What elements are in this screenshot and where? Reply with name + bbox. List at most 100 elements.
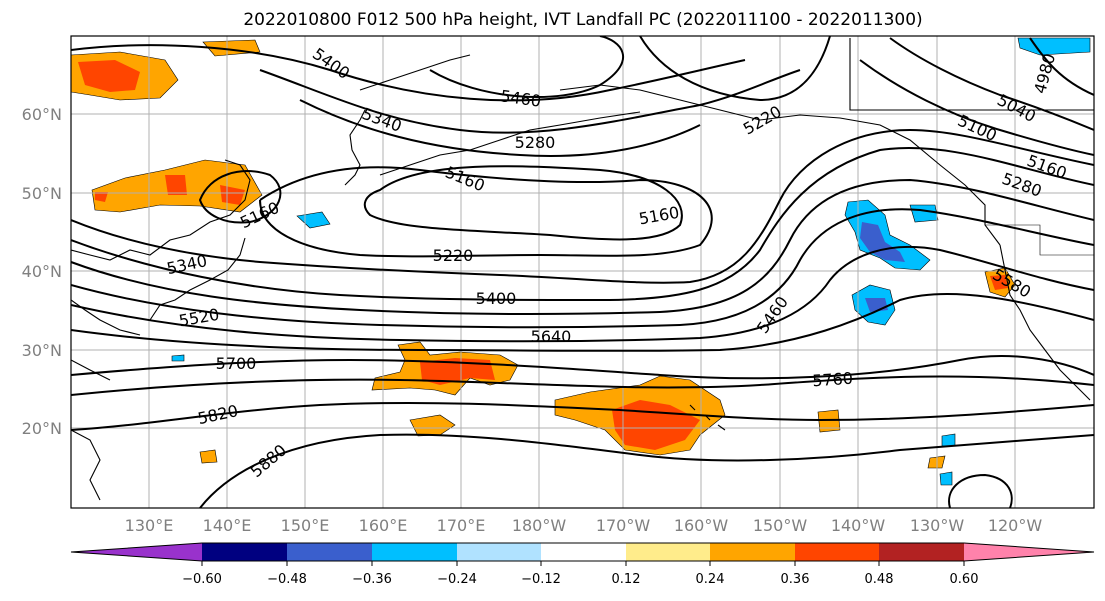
colorbar-tick-labels: −0.60 −0.48 −0.36 −0.24 −0.12 0.12 0.24 … [182, 572, 978, 587]
contour-5760 [71, 375, 1094, 396]
lon-label-140e: 140°E [203, 516, 252, 535]
contour-5280 [299, 99, 701, 157]
coast-namerica [849, 38, 1094, 401]
shade-small-orange-a [409, 414, 456, 437]
lon-label-130e: 130°E [125, 516, 174, 535]
lat-label-20: 20°N [22, 419, 62, 438]
coast-japan [149, 237, 246, 321]
map-frame [70, 35, 1095, 509]
coastlines [71, 38, 1094, 501]
contour-ridge-top [639, 36, 831, 102]
contour-5460-top [429, 36, 625, 98]
shade-small-orange-c [199, 449, 218, 464]
coast-asia [71, 159, 251, 501]
shade-epac-blue [844, 199, 931, 271]
colorbar-seg-4 [457, 543, 541, 561]
border-canada [985, 224, 1094, 256]
lon-labels: 130°E 140°E 150°E 160°E 170°E 180°W 170°… [125, 516, 1043, 535]
contour-5640 [71, 292, 1094, 352]
colorbar-seg-9 [879, 543, 964, 561]
cb-label-3: −0.24 [437, 572, 477, 587]
contour-5880 [199, 433, 1094, 508]
colorbar-extend-low [71, 543, 202, 561]
colorbar: −0.60 −0.48 −0.36 −0.24 −0.12 0.12 0.24 … [70, 542, 1095, 587]
contour-5520 [71, 208, 1094, 329]
shade-hawaii-east-red [612, 400, 700, 450]
lon-label-150w: 150°W [753, 516, 808, 535]
shade-hawaii-west-red [420, 358, 495, 385]
cb-label-2: −0.36 [352, 572, 392, 587]
label-5280-a: 5280 [515, 133, 556, 152]
lon-label-160e: 160°E [359, 516, 408, 535]
colorbar-seg-5 [541, 543, 626, 561]
shade-small-orange-b [817, 409, 841, 433]
coast-aleutians [379, 111, 641, 176]
lon-label-150e: 150°E [281, 516, 330, 535]
contour-5340-mid [71, 128, 1094, 284]
lat-label-60: 60°N [22, 105, 62, 124]
contour-5460 [71, 178, 1094, 316]
contour-5160-closed [363, 165, 683, 241]
lon-label-170w: 170°W [596, 516, 651, 535]
contour-5100 [859, 59, 1094, 156]
shade-small-blue-f [171, 354, 185, 362]
cb-label-5: 0.12 [612, 572, 641, 587]
shade-ne-blue [1017, 37, 1091, 56]
shade-epac-blue-c [909, 204, 939, 223]
contour-5820 [71, 401, 1094, 431]
lon-label-120w: 120°W [988, 516, 1043, 535]
label-5400-b: 5400 [476, 289, 517, 308]
shade-ca-red [990, 275, 1008, 290]
cb-label-8: 0.48 [865, 572, 894, 587]
height-contours [71, 36, 1094, 508]
lat-label-30: 30°N [22, 341, 62, 360]
map-background [71, 36, 1094, 508]
colorbar-segments [71, 543, 1094, 561]
colorbar-seg-2 [287, 543, 372, 561]
label-5220-a: 5220 [433, 246, 474, 265]
lat-labels: 20°N 30°N 40°N 50°N 60°N [22, 105, 62, 438]
contour-5400-mid [71, 147, 1094, 302]
colorbar-extend-high [964, 543, 1094, 561]
cb-label-4: −0.12 [521, 572, 561, 587]
map-title: 2022010800 F012 500 hPa height, IVT Land… [243, 10, 922, 30]
colorbar-seg-1 [202, 543, 287, 561]
shade-siberia-red [78, 60, 140, 92]
lon-label-170e: 170°E [437, 516, 486, 535]
contour-4980 [1029, 37, 1094, 96]
contour-5400-north [71, 44, 746, 102]
lat-label-50: 50°N [22, 184, 62, 203]
cb-label-7: 0.36 [781, 572, 810, 587]
label-5760-a: 5760 [812, 369, 854, 391]
lon-label-140w: 140°W [831, 516, 886, 535]
contour-5040 [889, 37, 1094, 131]
lon-label-160w: 160°W [674, 516, 729, 535]
contour-low-bottom [948, 473, 1013, 508]
colorbar-seg-8 [795, 543, 879, 561]
contour-5220 [259, 166, 713, 258]
contour-5160-kuril [198, 170, 282, 224]
lat-label-40: 40°N [22, 262, 62, 281]
contour-5700 [71, 355, 1094, 380]
cb-label-6: 0.24 [696, 572, 725, 587]
lon-label-180w: 180°W [512, 516, 567, 535]
lon-label-130w: 130°W [910, 516, 965, 535]
coast-alaska [359, 54, 1001, 246]
shade-small-blue-e [939, 471, 953, 486]
colorbar-seg-3 [372, 543, 457, 561]
shade-kuril-red [95, 175, 245, 205]
label-5640-a: 5640 [531, 327, 572, 346]
cb-label-9: 0.60 [950, 572, 979, 587]
label-5700-a: 5700 [216, 354, 257, 373]
cb-label-0: −0.60 [182, 572, 222, 587]
colorbar-ticks [201, 561, 965, 566]
colorbar-seg-6 [626, 543, 710, 561]
colorbar-seg-7 [710, 543, 795, 561]
contour-5340-north [259, 69, 801, 134]
contour-5580 [71, 245, 1094, 343]
map-panel: 5400 5460 5340 5280 5160 5160 5160 5220 … [22, 35, 1095, 535]
cb-label-1: −0.48 [267, 572, 307, 587]
shade-small-blue-d [941, 433, 956, 447]
coast-kamchatka [344, 109, 366, 186]
